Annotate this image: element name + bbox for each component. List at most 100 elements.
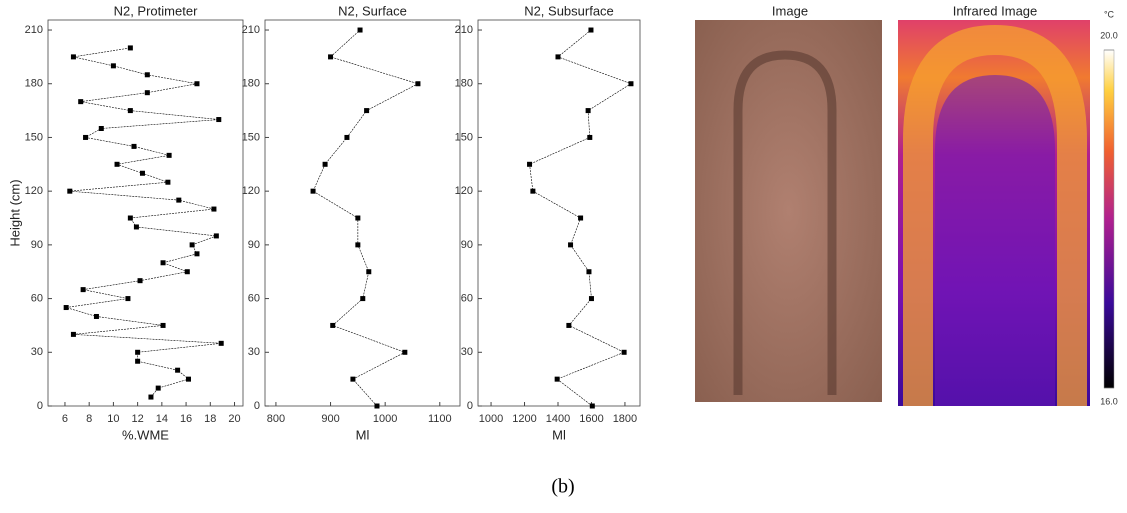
data-point — [133, 224, 139, 230]
data-point — [63, 305, 69, 311]
plot-frame — [47, 19, 244, 407]
x-tick-label: 1600 — [579, 413, 603, 425]
x-tick-label: 900 — [321, 413, 339, 425]
data-point — [127, 108, 133, 114]
data-line — [66, 47, 222, 398]
photo-arch — [733, 50, 837, 395]
data-point — [587, 134, 593, 140]
data-point — [555, 54, 561, 60]
data-point — [328, 54, 334, 60]
y-axis-label: Height (cm) — [7, 179, 22, 246]
data-line — [312, 29, 419, 407]
y-tick-label: 120 — [455, 185, 473, 197]
data-point — [70, 54, 76, 60]
y-tick-label: 180 — [25, 78, 43, 90]
x-tick-label: 1000 — [373, 413, 397, 425]
x-tick-label: 20 — [228, 413, 240, 425]
data-point — [160, 322, 166, 328]
y-tick-label: 210 — [455, 24, 473, 36]
chart-title: N2, Surface — [338, 3, 407, 18]
data-point — [360, 296, 366, 302]
y-tick-label: 210 — [25, 24, 43, 36]
y-tick-label: 0 — [37, 400, 43, 412]
y-tick-label: 0 — [467, 400, 473, 412]
image-title: Image — [772, 3, 808, 18]
data-point — [554, 376, 560, 382]
data-point — [585, 108, 591, 114]
colorbar-tick-label: 16.0 — [1100, 396, 1118, 406]
data-point — [160, 260, 166, 266]
y-tick-label: 120 — [25, 185, 43, 197]
data-point — [216, 117, 222, 123]
y-tick-label: 150 — [25, 131, 43, 143]
data-point — [364, 108, 370, 114]
data-point — [148, 394, 154, 400]
x-tick-label: 1000 — [479, 413, 503, 425]
data-point — [357, 27, 363, 33]
x-tick-label: 8 — [86, 413, 92, 425]
data-point — [374, 403, 380, 409]
data-point — [588, 296, 594, 302]
y-tick-label: 120 — [242, 185, 260, 197]
x-tick-label: 1100 — [428, 413, 452, 425]
data-point — [135, 358, 141, 364]
x-tick-label: 18 — [204, 413, 216, 425]
x-tick-label: 16 — [180, 413, 192, 425]
chart-title: N2, Protimeter — [114, 3, 198, 18]
data-point — [78, 99, 84, 105]
y-tick-label: 60 — [461, 292, 473, 304]
photo — [695, 20, 882, 402]
data-point — [137, 278, 143, 284]
data-point — [175, 367, 181, 373]
data-point — [344, 134, 350, 140]
caption: (b) — [551, 476, 574, 498]
data-point — [189, 242, 195, 248]
data-point — [194, 81, 200, 87]
data-point — [530, 188, 536, 194]
colorbar-tick-label: 20.0 — [1100, 30, 1118, 40]
data-point — [589, 403, 595, 409]
data-point — [185, 376, 191, 382]
data-point — [184, 269, 190, 275]
data-point — [144, 90, 150, 96]
data-point — [213, 233, 219, 239]
y-tick-label: 150 — [242, 131, 260, 143]
y-tick-label: 30 — [248, 346, 260, 358]
y-tick-label: 210 — [242, 24, 260, 36]
data-point — [194, 251, 200, 257]
y-tick-label: 30 — [461, 346, 473, 358]
x-tick-label: 1400 — [546, 413, 570, 425]
y-tick-label: 90 — [248, 239, 260, 251]
x-tick-label: 14 — [156, 413, 168, 425]
x-tick-label: 1800 — [613, 413, 637, 425]
data-point — [628, 81, 634, 87]
data-point — [125, 296, 131, 302]
data-point — [355, 215, 361, 221]
data-point — [621, 349, 627, 355]
colorbar-unit: °C — [1104, 9, 1115, 19]
plot-frame — [477, 19, 641, 407]
data-point — [114, 161, 120, 167]
data-point — [83, 134, 89, 140]
data-point — [110, 63, 116, 69]
y-tick-label: 180 — [242, 78, 260, 90]
data-point — [402, 349, 408, 355]
infrared-body — [935, 75, 1055, 406]
data-point — [98, 125, 104, 131]
infrared-title: Infrared Image — [953, 3, 1038, 18]
data-point — [578, 215, 584, 221]
data-point — [588, 27, 594, 33]
data-point — [330, 322, 336, 328]
data-point — [366, 269, 372, 275]
data-point — [415, 81, 421, 87]
y-tick-label: 90 — [461, 239, 473, 251]
data-point — [155, 385, 161, 391]
data-point — [80, 287, 86, 293]
y-tick-label: 90 — [31, 239, 43, 251]
data-point — [527, 161, 533, 167]
data-point — [166, 152, 172, 158]
data-point — [127, 215, 133, 221]
data-point — [70, 331, 76, 337]
data-point — [139, 170, 145, 176]
